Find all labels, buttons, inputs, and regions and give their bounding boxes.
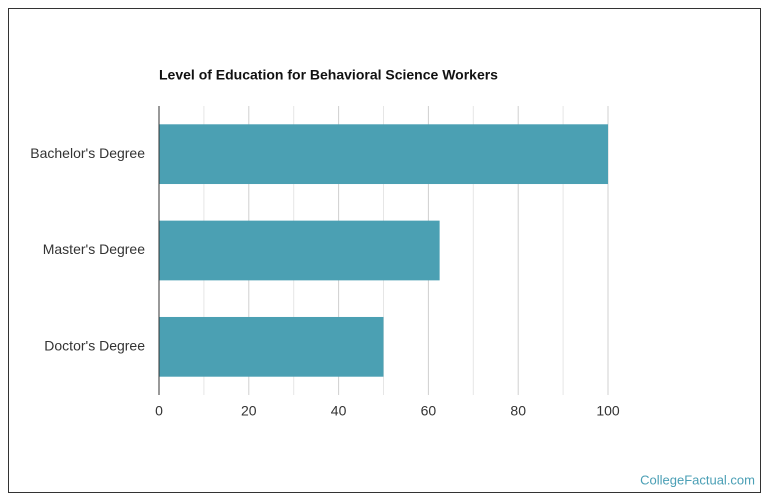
- x-tick-label: 80: [510, 403, 526, 419]
- y-tick-label: Master's Degree: [43, 241, 145, 257]
- x-tick-label: 20: [241, 403, 257, 419]
- bar: [159, 220, 440, 281]
- y-tick-label: Doctor's Degree: [44, 338, 145, 354]
- x-tick-label: 100: [596, 403, 620, 419]
- y-tick-label: Bachelor's Degree: [30, 145, 145, 161]
- bar: [159, 316, 384, 377]
- chart-title: Level of Education for Behavioral Scienc…: [159, 67, 498, 83]
- x-tick-label: 40: [331, 403, 347, 419]
- bar: [159, 124, 608, 185]
- x-tick-label: 0: [155, 403, 163, 419]
- frame: [8, 8, 761, 493]
- x-tick-label: 60: [421, 403, 437, 419]
- watermark[interactable]: CollegeFactual.com: [640, 472, 755, 487]
